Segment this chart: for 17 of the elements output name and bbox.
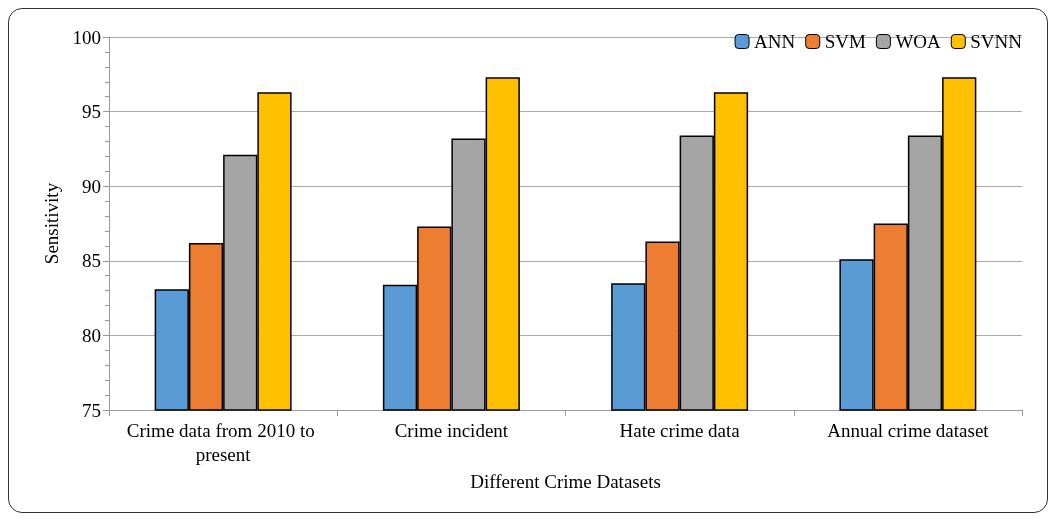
- y-tick-label: 95: [82, 101, 101, 123]
- x-axis-title: Different Crime Datasets: [470, 471, 661, 492]
- legend-label: WOA: [895, 31, 942, 52]
- y-tick-label: 75: [82, 399, 101, 421]
- legend-label: SVM: [824, 31, 866, 52]
- x-tick-label: Crime data from 2010 to present: [126, 419, 320, 465]
- x-tick-label: Annual crime dataset: [827, 419, 990, 441]
- y-tick-label: 100: [72, 26, 101, 48]
- x-tick-label: Hate crime data: [619, 419, 741, 441]
- legend-label: SVNN: [970, 31, 1023, 52]
- chart-frame: Sensitivity Different Crime Datasets 75 80 85 90 95 100 Crime data from 2010 to present Crime incident Hate crime data Annual crime dataset ANN SVM WOA SVNN: [8, 8, 1048, 513]
- x-tick-label: Crime incident: [394, 419, 509, 441]
- legend-label: ANN: [754, 31, 796, 52]
- y-tick-label: 80: [82, 324, 101, 346]
- y-tick-label: 85: [82, 250, 101, 272]
- y-axis-title: Sensitivity: [41, 182, 62, 265]
- y-tick-label: 90: [82, 175, 101, 197]
